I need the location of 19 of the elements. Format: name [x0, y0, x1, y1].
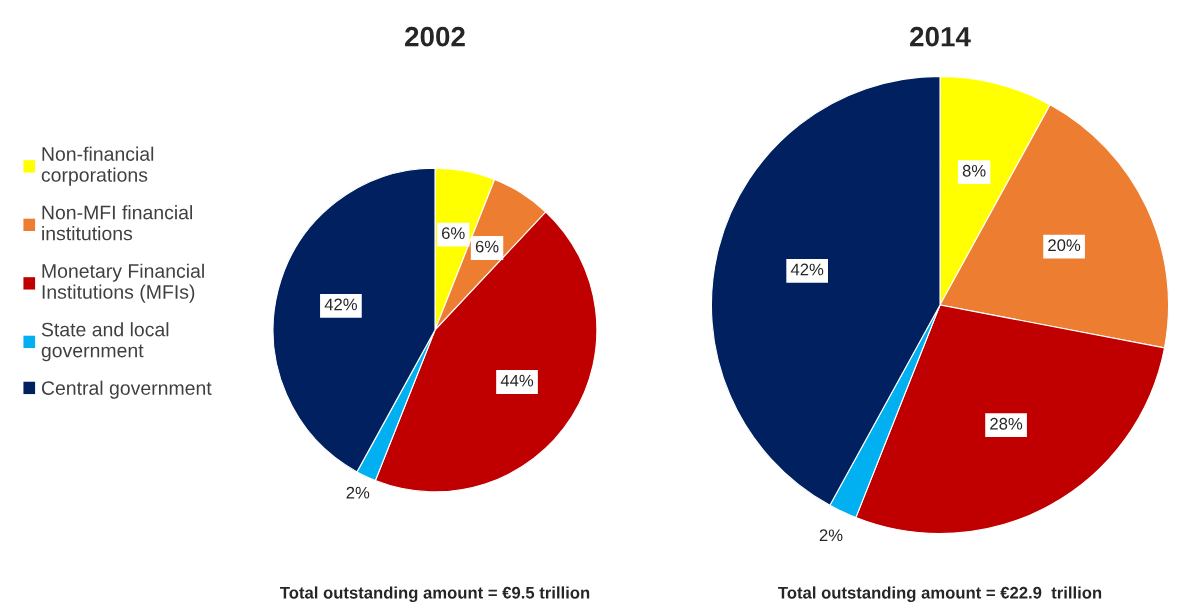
- data-label: 28%: [990, 417, 1023, 430]
- legend-label: Non-MFI financial institutions: [42, 205, 192, 241]
- chart-title: 2002: [405, 26, 465, 47]
- legend-label: Non-financial corporations: [41, 146, 154, 186]
- data-label: 42%: [790, 263, 824, 276]
- data-label: 2%: [819, 529, 843, 542]
- data-label: 6%: [475, 240, 499, 253]
- data-label: 6%: [442, 227, 465, 240]
- data-label: 44%: [500, 374, 534, 387]
- chart-title: 2014: [910, 26, 971, 47]
- data-label: 42%: [324, 298, 357, 311]
- data-label: 20%: [1048, 239, 1081, 252]
- legend-label: State and local government: [41, 322, 169, 362]
- data-label: 8%: [962, 164, 986, 177]
- text: Total outstanding amount = €9.5 trillion: [280, 586, 590, 602]
- text: Total outstanding amount = €22.9 trillion: [778, 586, 1102, 602]
- data-label: 2%: [346, 486, 370, 499]
- legend-label: Central government: [41, 380, 212, 399]
- legend-label: Monetary Financial Institutions (MFIs): [42, 263, 204, 303]
